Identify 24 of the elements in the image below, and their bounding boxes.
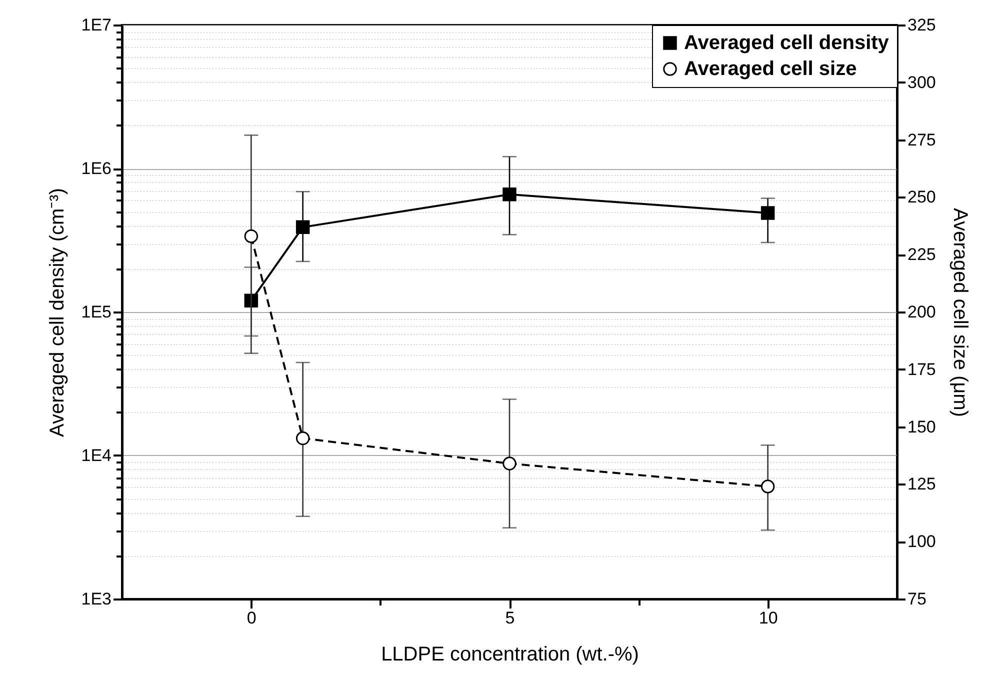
legend-label: Averaged cell size — [684, 58, 857, 80]
y2-tick-label: 275 — [908, 130, 936, 150]
y2-tick-label: 200 — [908, 302, 936, 322]
legend-label: Averaged cell density — [684, 32, 890, 54]
x-tick-label: 5 — [505, 608, 515, 628]
y2-tick-label: 300 — [908, 72, 936, 92]
y2-tick-label: 325 — [908, 16, 936, 34]
x-axis-title: LLDPE concentration (wt.-%) — [381, 644, 639, 666]
y-tick-label: 1E6 — [81, 159, 112, 178]
y-tick-label: 1E7 — [81, 16, 112, 34]
y2-tick-label: 225 — [908, 245, 936, 264]
x-tick-label: 0 — [246, 608, 256, 628]
y2-tick-label: 150 — [908, 417, 936, 436]
y2-tick-label: 75 — [908, 590, 926, 608]
y-tick-label: 1E4 — [81, 446, 112, 465]
y2-axis-title: Averaged cell size (μm) — [948, 208, 971, 418]
y2-tick-label: 175 — [908, 360, 936, 379]
y2-tick-label: 100 — [908, 532, 936, 552]
y-axis-title: Averaged cell density (cm⁻³) — [46, 188, 68, 437]
y2-tick-label: 125 — [908, 474, 936, 494]
y-tick-label: 1E5 — [81, 302, 112, 322]
x-tick-label: 10 — [758, 608, 778, 628]
y-tick-label: 1E3 — [81, 590, 112, 608]
y2-tick-label: 250 — [908, 188, 936, 207]
